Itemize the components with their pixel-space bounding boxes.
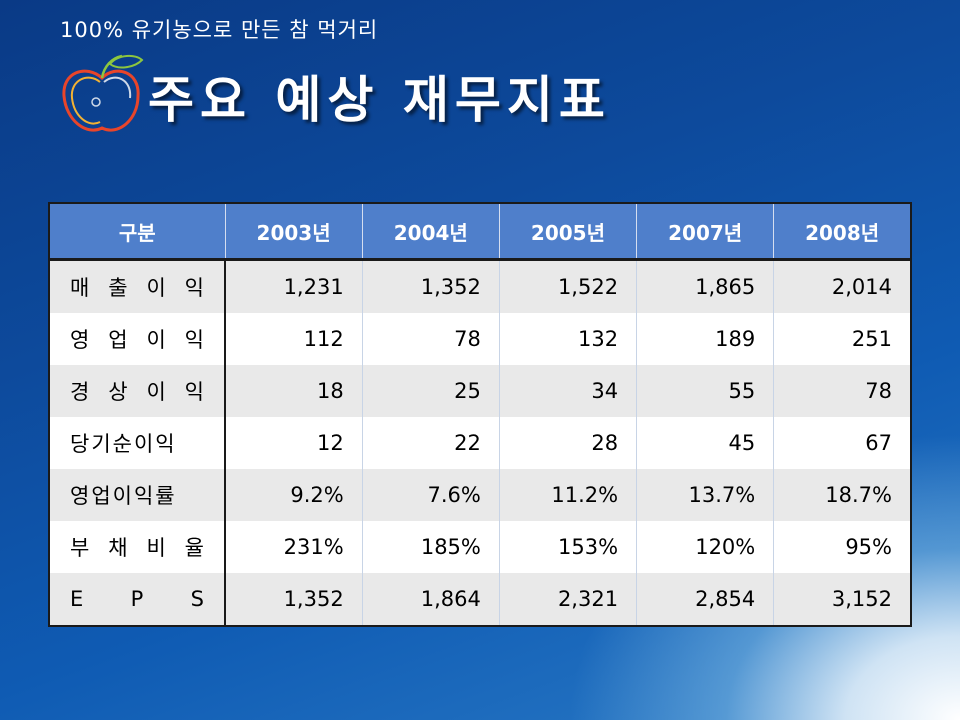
financial-indicators-table: 구분 2003년 2004년 2005년 2007년 2008년 매 출 이 익… [48,202,912,627]
table-cell: 132 [498,313,637,365]
table-row: 당기순이익 12 22 28 45 67 [49,417,911,469]
row-label: E P S [49,573,226,626]
table-cell: 189 [636,313,774,365]
table-cell: 2,014 [773,259,911,313]
column-header: 2007년 [636,203,774,261]
table-row: E P S 1,352 1,864 2,321 2,854 3,152 [49,573,911,626]
table-cell: 1,522 [498,259,637,313]
row-label: 매 출 이 익 [49,259,226,313]
column-header: 구분 [49,203,225,261]
column-header: 2008년 [773,203,911,261]
table-cell: 67 [773,417,911,469]
column-header: 2005년 [498,203,637,261]
row-label: 당기순이익 [49,417,226,469]
table-row: 영업이익률 9.2% 7.6% 11.2% 13.7% 18.7% [49,469,911,521]
row-label: 경 상 이 익 [49,365,226,417]
table-cell: 18.7% [773,469,911,521]
table-row: 영 업 이 익 112 78 132 189 251 [49,313,911,365]
table-cell: 11.2% [498,469,637,521]
table-cell: 34 [498,365,637,417]
table-cell: 3,152 [773,573,911,626]
table-cell: 18 [224,365,363,417]
table-cell: 231% [224,521,363,573]
table-cell: 1,864 [361,573,500,626]
table-cell: 2,854 [636,573,774,626]
table-cell: 45 [636,417,774,469]
table-cell: 12 [224,417,363,469]
table-cell: 153% [498,521,637,573]
table-cell: 13.7% [636,469,774,521]
row-label: 영업이익률 [49,469,226,521]
slide-subtitle: 100% 유기농으로 만든 참 먹거리 [60,18,379,42]
table-cell: 1,865 [636,259,774,313]
row-label: 부 채 비 율 [49,521,226,573]
apple-logo-icon [62,54,144,132]
table-cell: 25 [361,365,500,417]
table-cell: 95% [773,521,911,573]
column-header: 2004년 [361,203,500,261]
table-cell: 185% [361,521,500,573]
table-cell: 28 [498,417,637,469]
table-cell: 78 [361,313,500,365]
row-label: 영 업 이 익 [49,313,226,365]
table-cell: 9.2% [224,469,363,521]
table-cell: 1,352 [224,573,363,626]
table-cell: 78 [773,365,911,417]
table-cell: 112 [224,313,363,365]
table-cell: 7.6% [361,469,500,521]
table-row: 경 상 이 익 18 25 34 55 78 [49,365,911,417]
table-cell: 251 [773,313,911,365]
table-cell: 55 [636,365,774,417]
table-header-row: 구분 2003년 2004년 2005년 2007년 2008년 [49,203,911,261]
slide-title: 주요 예상 재무지표 [148,71,611,129]
table-cell: 120% [636,521,774,573]
table-cell: 22 [361,417,500,469]
column-header: 2003년 [224,203,363,261]
table-row: 매 출 이 익 1,231 1,352 1,522 1,865 2,014 [49,259,911,313]
table-cell: 2,321 [498,573,637,626]
table-cell: 1,231 [224,259,363,313]
table-row: 부 채 비 율 231% 185% 153% 120% 95% [49,521,911,573]
table-cell: 1,352 [361,259,500,313]
